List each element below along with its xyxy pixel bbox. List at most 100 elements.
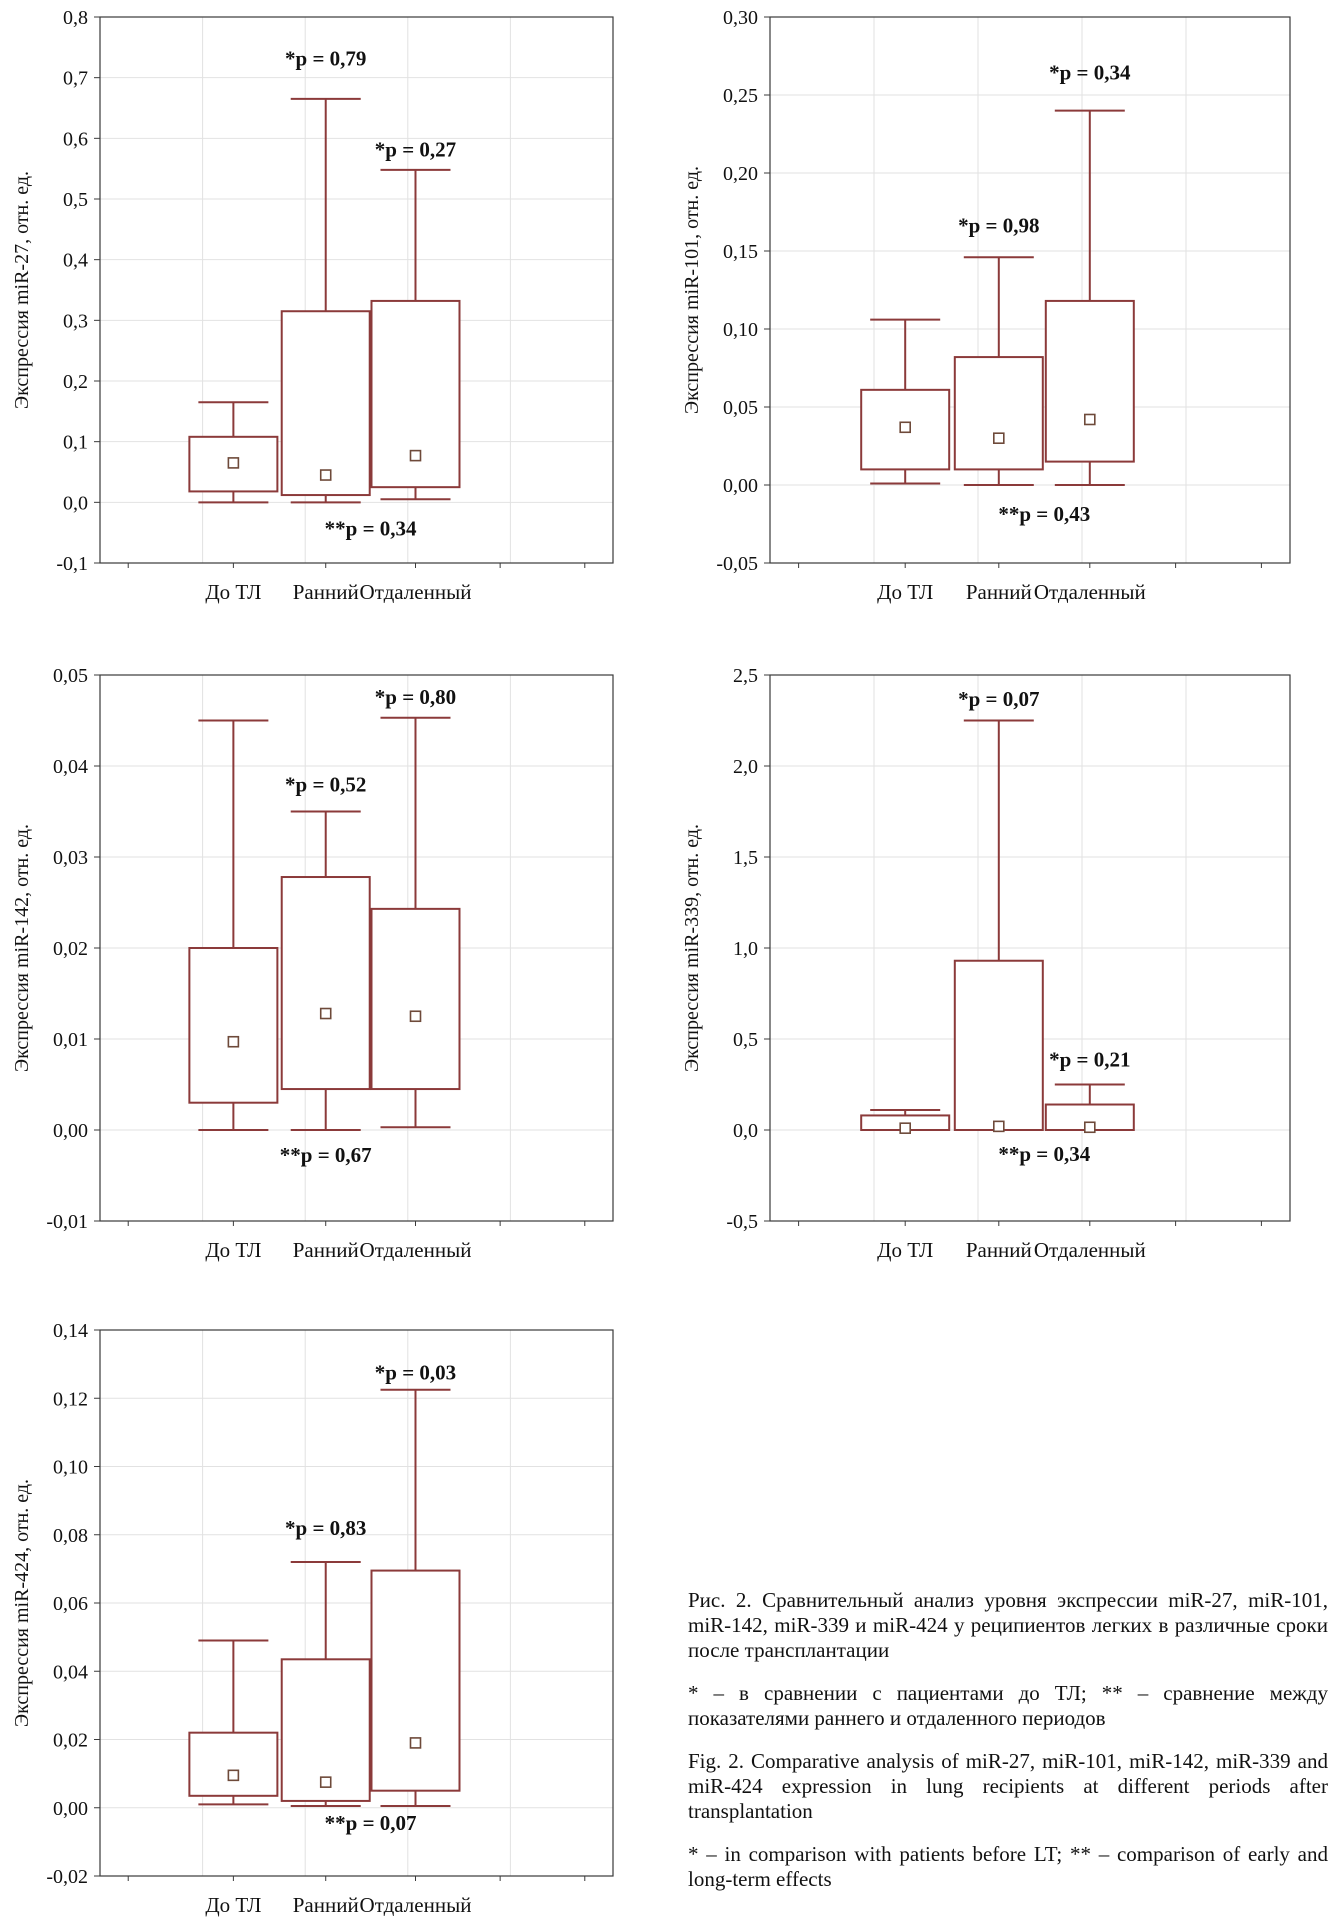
x-category-label: Отдаленный — [1034, 580, 1146, 604]
plot-frame — [99, 16, 614, 564]
y-tick-label: 0,01 — [53, 1029, 88, 1051]
median-marker — [409, 1010, 422, 1023]
y-tick-label: 0,05 — [53, 665, 88, 687]
y-tick-label: 0,00 — [53, 1120, 88, 1142]
box-plot-2 — [280, 97, 371, 504]
y-tick-label: 0,02 — [53, 938, 88, 960]
y-tick-label: 0,04 — [53, 756, 88, 778]
y-axis-label: Экспрессия miR-424, отн. ед. — [11, 1479, 33, 1727]
p-value-annotation: **p = 0,67 — [280, 1143, 372, 1167]
y-tick-label: 0,06 — [53, 1593, 88, 1615]
y-tick-label: 0,25 — [723, 85, 758, 107]
p-value-annotation: **p = 0,43 — [998, 502, 1090, 526]
median-marker — [1083, 1121, 1096, 1134]
y-tick-label: 0,2 — [63, 371, 88, 393]
median-marker — [227, 1035, 240, 1048]
y-tick-label: 0,0 — [733, 1120, 758, 1142]
plot-frame — [769, 16, 1291, 564]
box-plot-3 — [370, 168, 461, 501]
y-tick-label: 0,1 — [63, 432, 88, 454]
y-tick-label: 0,5 — [63, 189, 88, 211]
p-value-annotation: *p = 0,27 — [375, 138, 456, 162]
y-tick-label: 0,30 — [723, 7, 758, 29]
y-tick-label: 0,10 — [723, 319, 758, 341]
p-value-annotation: **p = 0,34 — [325, 517, 417, 541]
box-plot-2 — [280, 1561, 371, 1808]
y-tick-label: -0,05 — [716, 553, 758, 575]
box-plot-2 — [280, 810, 371, 1131]
p-value-annotation: *p = 0,52 — [285, 772, 366, 796]
chart-mir424: -0,02 0,00 0,02 0,04 0,06 0,08 0,10 0,12 0,14 Экс… — [11, 1320, 614, 1917]
caption-ru-title: Рис. 2. Сравнительный анализ уровня эксп… — [688, 1588, 1328, 1662]
y-axis-label: Экспрессия miR-101, отн. ед. — [681, 166, 703, 414]
p-value-annotation: **p = 0,34 — [998, 1142, 1090, 1166]
y-tick-label: 0,14 — [53, 1320, 88, 1342]
y-axis-label: Экспрессия miR-142, отн. ед. — [11, 824, 33, 1072]
y-tick-label: 0,05 — [723, 397, 758, 419]
median-marker — [1083, 413, 1096, 426]
p-value-annotation: *p = 0,07 — [958, 687, 1039, 711]
y-tick-label: 0,4 — [63, 250, 88, 272]
median-marker — [992, 1120, 1005, 1133]
box-plot-2 — [953, 719, 1044, 1133]
x-category-label: До ТЛ — [205, 1893, 261, 1917]
plot-frame — [99, 674, 614, 1222]
box-plot-1 — [860, 318, 951, 485]
iqr-box — [953, 356, 1044, 471]
p-value-annotation: *p = 0,03 — [375, 1360, 456, 1384]
median-marker — [899, 1122, 911, 1134]
y-tick-label: 0,08 — [53, 1525, 88, 1547]
y-tick-label: 0,6 — [63, 128, 88, 150]
y-tick-label: 0,15 — [723, 241, 758, 263]
x-category-label: До ТЛ — [205, 580, 261, 604]
p-value-annotation: *p = 0,79 — [285, 47, 366, 71]
chart-mir27: -0,1 0,0 0,1 0,2 0,3 0,4 0,5 0,6 0,7 0,8 Экспресси… — [11, 7, 614, 604]
median-marker — [319, 1776, 332, 1788]
box-plot-1 — [188, 719, 279, 1131]
y-tick-label: -0,1 — [56, 553, 88, 575]
median-marker — [409, 1737, 422, 1749]
median-marker — [227, 1769, 240, 1782]
box-plot-1 — [188, 401, 279, 504]
x-category-label: До ТЛ — [877, 580, 933, 604]
median-marker — [227, 457, 240, 469]
y-tick-label: -0,01 — [46, 1211, 88, 1233]
box-plot-3 — [370, 716, 461, 1129]
y-tick-label: 1,0 — [733, 938, 758, 960]
p-value-annotation: *p = 0,83 — [285, 1516, 366, 1540]
iqr-box — [280, 876, 371, 1091]
median-marker — [319, 469, 332, 481]
box-plot-1 — [188, 1639, 279, 1806]
x-category-label: Ранний — [966, 580, 1032, 604]
figure-caption: Рис. 2. Сравнительный анализ уровня эксп… — [688, 1588, 1328, 1910]
median-marker — [409, 449, 422, 462]
iqr-box — [370, 1569, 461, 1792]
y-axis-label: Экспрессия miR-27, отн. ед. — [11, 171, 33, 409]
box-plot-2 — [953, 256, 1044, 486]
y-tick-label: 0,03 — [53, 847, 88, 869]
iqr-box — [280, 310, 371, 497]
y-tick-label: 0,3 — [63, 310, 88, 332]
y-tick-label: 2,0 — [733, 756, 758, 778]
y-tick-label: 2,5 — [733, 665, 758, 687]
box-plot-3 — [1044, 1083, 1135, 1134]
x-category-label: Отдаленный — [360, 1893, 472, 1917]
x-category-label: Отдаленный — [1034, 1238, 1146, 1262]
plot-frame — [769, 674, 1291, 1222]
box-plot-3 — [1044, 109, 1135, 486]
p-value-annotation: *p = 0,21 — [1049, 1047, 1130, 1071]
y-tick-label: -0,02 — [46, 1866, 88, 1888]
iqr-box — [188, 1731, 279, 1797]
p-value-annotation: **p = 0,07 — [325, 1811, 417, 1835]
y-tick-label: 0,00 — [53, 1798, 88, 1820]
chart-mir142: -0,01 0,00 0,01 0,02 0,03 0,04 0,05 Экспрессия … — [11, 665, 614, 1262]
x-category-label: Ранний — [966, 1238, 1032, 1262]
x-category-label: До ТЛ — [205, 1238, 261, 1262]
y-tick-label: 0,00 — [723, 475, 758, 497]
median-marker — [899, 421, 911, 434]
x-category-label: Ранний — [293, 580, 359, 604]
y-tick-label: 0,10 — [53, 1457, 88, 1479]
box-plot-1 — [860, 1108, 951, 1134]
chart-mir339: -0,5 0,0 0,5 1,0 1,5 2,0 2,5 Экспрессия miR-339… — [681, 665, 1291, 1262]
y-tick-label: 0,12 — [53, 1388, 88, 1410]
